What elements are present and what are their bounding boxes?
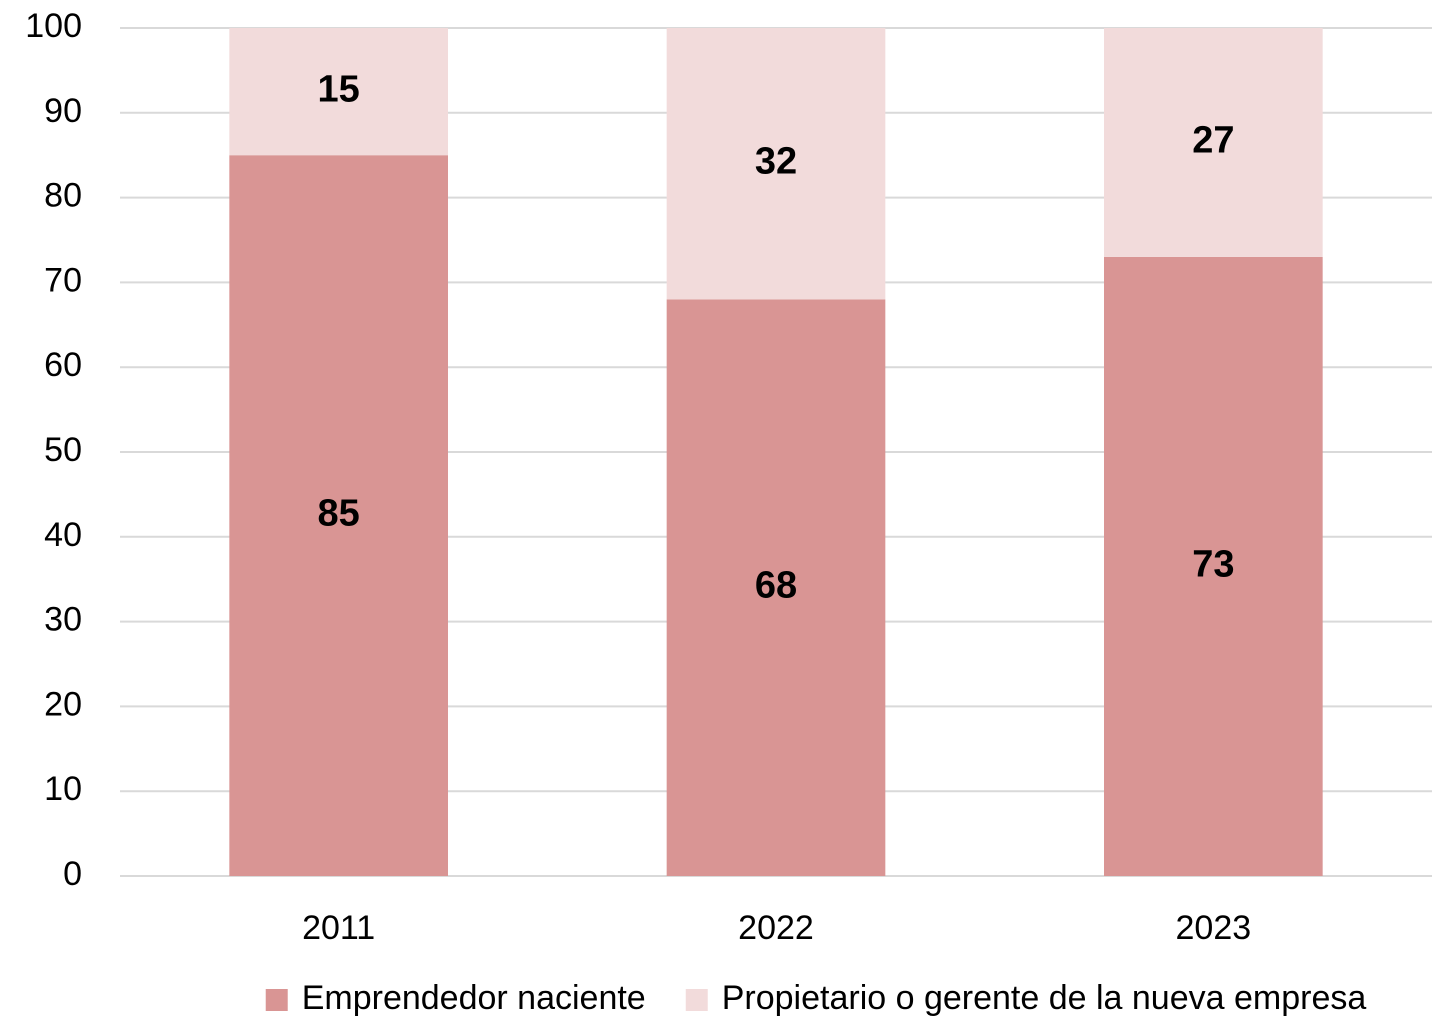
y-tick-label: 70 (44, 261, 82, 299)
y-tick-label: 80 (44, 177, 82, 215)
bar-segment (1104, 256, 1323, 877)
x-tick-label: 2011 (302, 909, 375, 947)
legend-label: Emprendedor naciente (302, 979, 646, 1017)
y-tick-label: 30 (44, 601, 82, 639)
data-label: 32 (755, 141, 797, 183)
y-tick-label: 40 (44, 516, 82, 554)
data-label: 68 (755, 565, 797, 607)
bar-segment (229, 28, 448, 156)
y-tick-label: 50 (44, 431, 82, 469)
y-tick-label: 90 (44, 92, 82, 130)
bar-segment (1104, 28, 1323, 257)
x-tick-label: 2023 (1176, 909, 1252, 947)
legend-label: Propietario o gerente de la nueva empres… (722, 979, 1367, 1017)
data-label: 73 (1192, 544, 1234, 586)
y-tick-label: 100 (25, 7, 82, 45)
legend-swatch (685, 989, 708, 1011)
data-label: 85 (318, 493, 360, 535)
y-tick-label: 60 (44, 346, 82, 384)
bar-segment (229, 155, 448, 876)
bar-segment (666, 28, 886, 300)
y-tick-label: 0 (63, 855, 82, 893)
legend-swatch (265, 989, 288, 1011)
bar-segment (666, 299, 886, 876)
y-tick-label: 20 (44, 685, 82, 723)
x-tick-label: 2022 (738, 909, 814, 947)
data-label: 15 (318, 69, 360, 111)
data-label: 27 (1192, 120, 1234, 162)
y-tick-label: 10 (44, 770, 82, 808)
